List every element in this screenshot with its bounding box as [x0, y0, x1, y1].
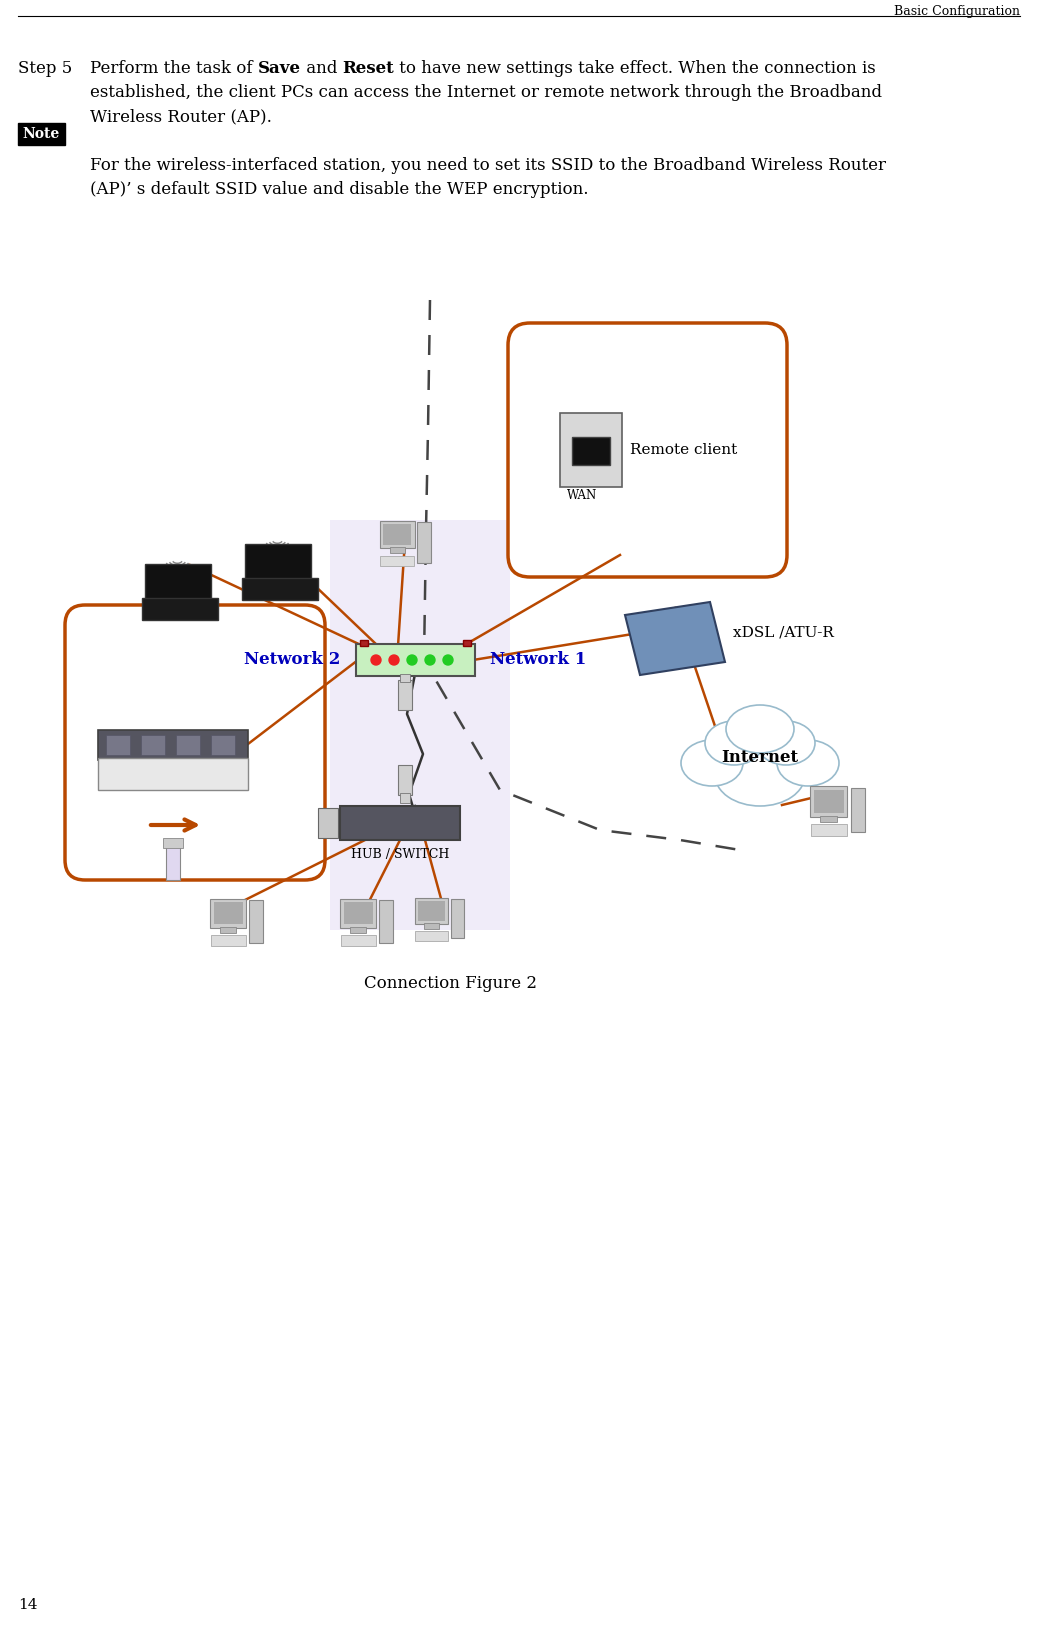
Text: Network 2: Network 2	[244, 652, 340, 668]
Text: HUB / SWITCH: HUB / SWITCH	[351, 848, 449, 861]
FancyBboxPatch shape	[18, 122, 65, 145]
Bar	[390, 548, 405, 553]
Bar	[360, 641, 368, 645]
Polygon shape	[625, 601, 725, 675]
Text: Wireless Router (AP).: Wireless Router (AP).	[90, 108, 272, 126]
Bar	[398, 764, 412, 795]
Text: xDSL /ATU-R: xDSL /ATU-R	[733, 624, 834, 639]
Ellipse shape	[726, 706, 794, 753]
Bar	[99, 758, 248, 791]
Bar	[340, 805, 460, 839]
Ellipse shape	[705, 720, 763, 764]
Bar	[418, 522, 431, 562]
Text: (AP)’ s default SSID value and disable the WEP encryption.: (AP)’ s default SSID value and disable t…	[90, 181, 589, 197]
Bar	[451, 900, 464, 939]
Bar	[398, 680, 412, 711]
Bar	[424, 923, 439, 929]
Bar	[163, 838, 183, 848]
Bar	[820, 815, 837, 822]
Text: Network 1: Network 1	[491, 652, 586, 668]
Text: Remote client: Remote client	[630, 443, 737, 456]
Text: established, the client PCs can access the Internet or remote network through th: established, the client PCs can access t…	[90, 85, 882, 101]
Bar	[416, 931, 448, 941]
Ellipse shape	[714, 743, 805, 805]
Bar	[142, 598, 219, 619]
Bar	[343, 901, 372, 924]
Text: 14: 14	[18, 1597, 37, 1612]
Circle shape	[425, 655, 435, 665]
Bar	[176, 735, 200, 755]
Bar	[400, 673, 410, 681]
Text: to have new settings take effect. When the connection is: to have new settings take effect. When t…	[394, 60, 876, 77]
Bar	[211, 898, 246, 927]
Bar	[351, 926, 366, 932]
Bar	[850, 787, 865, 833]
Ellipse shape	[681, 740, 742, 786]
Circle shape	[407, 655, 417, 665]
Text: Save: Save	[258, 60, 301, 77]
Ellipse shape	[777, 740, 839, 786]
Text: L2: L2	[145, 778, 159, 787]
Bar	[810, 786, 847, 817]
Text: Basic Configuration: Basic Configuration	[894, 5, 1020, 18]
Bar	[811, 825, 847, 836]
FancyBboxPatch shape	[356, 644, 475, 676]
Text: For the wireless-interfaced station, you need to set its SSID to the Broadband W: For the wireless-interfaced station, you…	[90, 156, 886, 174]
FancyBboxPatch shape	[65, 605, 325, 880]
Ellipse shape	[757, 720, 815, 764]
Circle shape	[371, 655, 381, 665]
Bar	[381, 556, 414, 566]
Bar	[249, 900, 263, 942]
Bar	[242, 579, 318, 600]
Text: L3: L3	[180, 778, 194, 787]
Text: Reset: Reset	[342, 60, 394, 77]
Bar	[384, 523, 412, 544]
Text: Step 5: Step 5	[18, 60, 73, 77]
Bar	[379, 900, 393, 942]
Bar	[418, 901, 445, 921]
FancyBboxPatch shape	[560, 412, 622, 487]
Bar	[380, 520, 415, 548]
FancyBboxPatch shape	[330, 520, 510, 931]
Bar	[106, 735, 130, 755]
Bar	[463, 641, 471, 645]
Text: Internet: Internet	[722, 748, 798, 766]
Text: Perform the task of: Perform the task of	[90, 60, 258, 77]
Text: Note: Note	[23, 127, 59, 142]
Bar	[572, 437, 610, 465]
Bar	[245, 544, 311, 579]
Bar	[145, 564, 212, 600]
Text: WAN: WAN	[567, 489, 597, 502]
Bar	[141, 735, 165, 755]
Bar	[211, 936, 246, 945]
Bar	[211, 735, 235, 755]
Bar	[220, 926, 236, 932]
Bar	[340, 898, 376, 927]
Bar	[400, 794, 410, 804]
FancyBboxPatch shape	[508, 323, 787, 577]
Text: L1: L1	[110, 778, 123, 787]
Circle shape	[443, 655, 453, 665]
Bar	[214, 901, 243, 924]
Circle shape	[389, 655, 399, 665]
Bar	[99, 730, 248, 760]
Text: L4: L4	[215, 778, 228, 787]
Text: and: and	[301, 60, 342, 77]
Bar	[340, 936, 375, 945]
Text: Connection Figure 2: Connection Figure 2	[364, 975, 536, 993]
Bar	[318, 808, 338, 838]
Bar	[415, 898, 448, 924]
Bar	[166, 844, 180, 880]
Bar	[814, 791, 844, 813]
